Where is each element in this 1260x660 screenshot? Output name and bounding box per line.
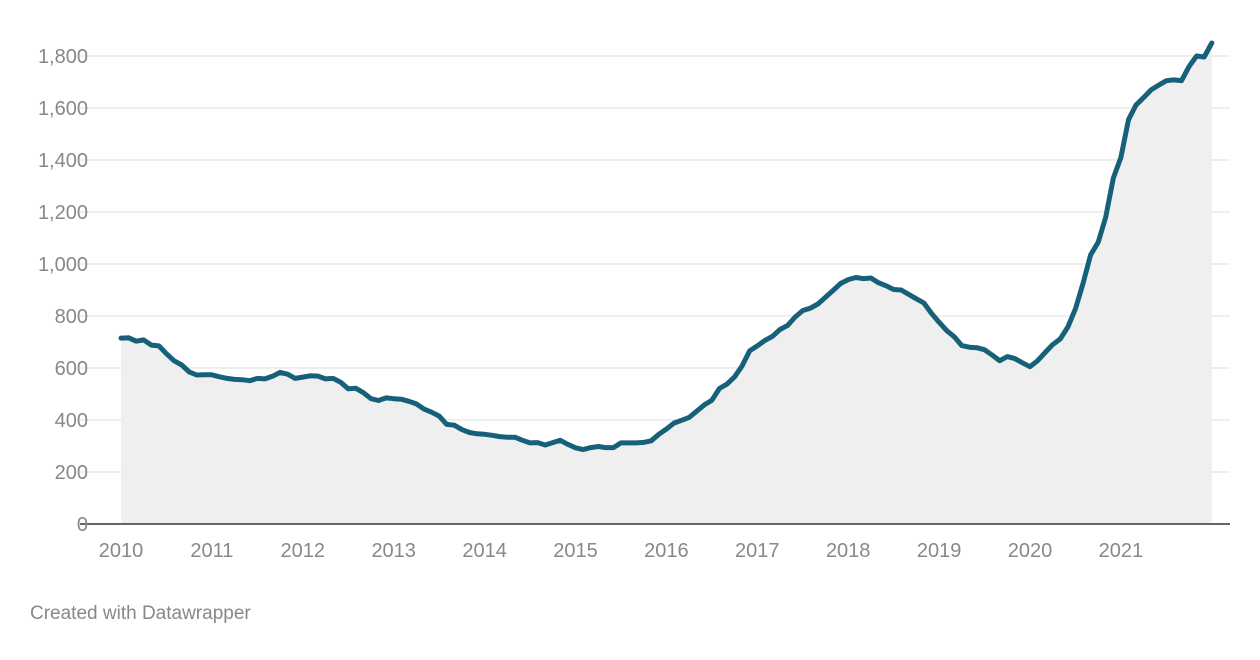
y-tick-label: 1,400 [38, 150, 88, 172]
series-area [121, 43, 1212, 524]
x-tick-label: 2016 [644, 540, 689, 562]
y-tick-label: 1,000 [38, 254, 88, 276]
y-tick-label: 1,600 [38, 98, 88, 120]
x-tick-label: 2015 [553, 540, 598, 562]
x-tick-label: 2011 [190, 540, 233, 562]
y-tick-label: 1,200 [38, 202, 88, 224]
x-axis-labels: 2010 2011 2012 2013 2014 2015 2016 2017 2018 2019… [99, 540, 1143, 562]
x-tick-label: 2013 [371, 540, 416, 562]
y-axis-labels: 0 200 400 600 800 1,000 1,200 1,400 1,600 1,800 [38, 46, 88, 536]
x-tick-label: 2010 [99, 540, 144, 562]
footer-credit: Created with Datawrapper [30, 603, 251, 624]
series-line [118, 40, 1215, 453]
y-tick-label: 0 [77, 514, 88, 536]
y-tick-label: 400 [55, 410, 88, 432]
y-tick-label: 1,800 [38, 46, 88, 68]
x-tick-label: 2012 [281, 540, 326, 562]
x-tick-label: 2017 [735, 540, 780, 562]
x-tick-label: 2014 [462, 540, 507, 562]
y-tick-label: 600 [55, 358, 88, 380]
x-tick-label: 2019 [917, 540, 962, 562]
y-tick-label: 200 [55, 462, 88, 484]
x-tick-label: 2018 [826, 540, 871, 562]
x-tick-label: 2021 [1099, 540, 1144, 562]
y-tick-label: 800 [55, 306, 88, 328]
x-tick-label: 2020 [1008, 540, 1053, 562]
